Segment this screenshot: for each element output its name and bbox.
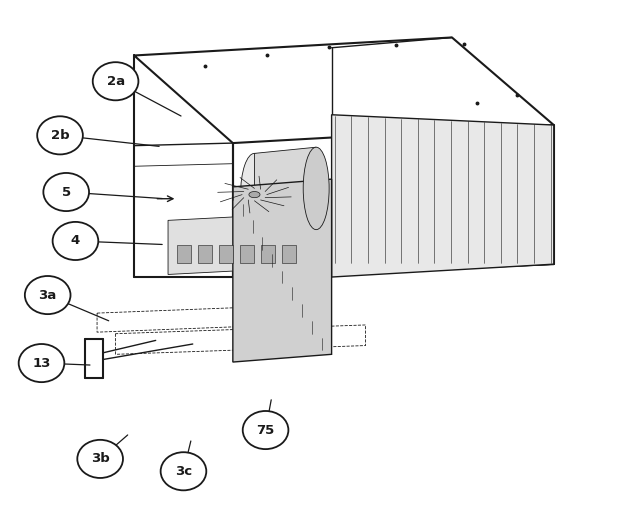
Circle shape <box>78 440 123 478</box>
Circle shape <box>19 344 64 382</box>
Circle shape <box>161 452 206 491</box>
Text: 13: 13 <box>32 356 51 369</box>
Circle shape <box>242 411 288 449</box>
Text: 2a: 2a <box>107 75 125 88</box>
Bar <box>282 244 296 263</box>
Ellipse shape <box>303 147 329 229</box>
Circle shape <box>43 173 89 211</box>
Polygon shape <box>254 147 316 236</box>
Text: 3b: 3b <box>91 452 110 465</box>
Text: 3a: 3a <box>38 289 57 301</box>
Text: 4: 4 <box>71 235 80 248</box>
Bar <box>219 244 233 263</box>
Circle shape <box>53 222 99 260</box>
Text: 2b: 2b <box>51 129 69 142</box>
Text: 5: 5 <box>61 185 71 198</box>
Polygon shape <box>168 212 316 275</box>
Text: 75: 75 <box>257 424 275 437</box>
Circle shape <box>93 62 138 100</box>
Circle shape <box>37 116 83 154</box>
Bar <box>177 244 191 263</box>
Bar <box>261 244 275 263</box>
Text: eReplacementParts.com: eReplacementParts.com <box>238 250 382 263</box>
Text: 3c: 3c <box>175 465 192 478</box>
Bar <box>198 244 212 263</box>
Circle shape <box>25 276 71 314</box>
Polygon shape <box>233 179 332 362</box>
Ellipse shape <box>241 153 268 236</box>
Bar <box>241 244 254 263</box>
Polygon shape <box>332 115 554 277</box>
Ellipse shape <box>249 192 260 198</box>
